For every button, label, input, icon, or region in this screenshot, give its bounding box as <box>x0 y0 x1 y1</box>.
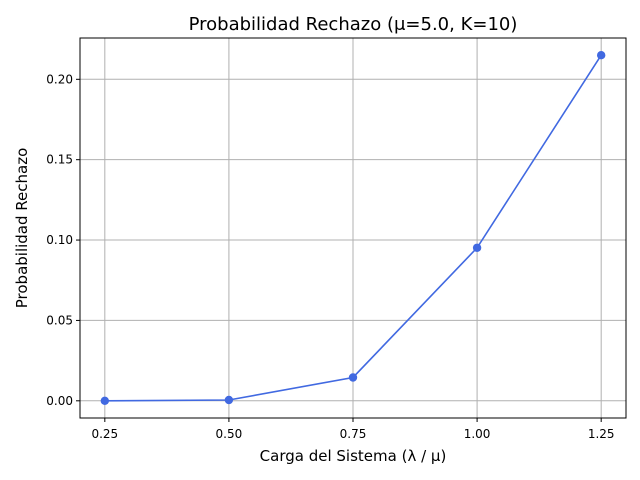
data-point <box>596 50 606 60</box>
tick-layer: 0.25 0.50 0.75 1.00 1.25 0.00 0.05 0.10 0.15 0.20 <box>46 72 614 441</box>
data-point <box>100 396 110 406</box>
x-tick-label: 1.25 <box>588 427 615 441</box>
data-point <box>348 373 358 382</box>
x-tick-label: 0.50 <box>216 427 243 441</box>
grid-layer <box>80 38 626 418</box>
x-tick-label: 1.00 <box>464 427 491 441</box>
y-tick-label: 0.05 <box>46 313 73 327</box>
y-tick-label: 0.10 <box>46 233 73 247</box>
y-tick-label: 0.15 <box>46 153 73 167</box>
y-axis-label: Probabilidad Rechazo <box>13 148 31 309</box>
x-tick-label: 0.75 <box>340 427 367 441</box>
chart-title: Probabilidad Rechazo (μ=5.0, K=10) <box>189 14 518 35</box>
series-layer <box>100 50 606 406</box>
y-tick-label: 0.00 <box>46 394 73 408</box>
y-tick-label: 0.20 <box>46 72 73 86</box>
x-tick-label: 0.25 <box>91 427 118 441</box>
x-axis-label: Carga del Sistema (λ / μ) <box>260 447 447 465</box>
data-point <box>472 243 482 252</box>
data-point <box>224 395 234 405</box>
